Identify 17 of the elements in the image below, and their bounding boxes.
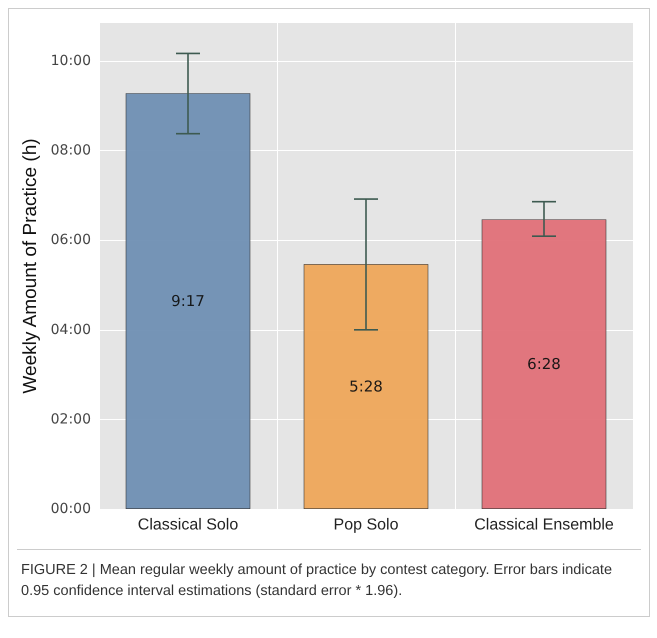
y-tick-label: 00:00 <box>50 501 91 517</box>
bar <box>304 264 428 509</box>
y-axis-title: Weekly Amount of Practice (h) <box>20 138 41 394</box>
y-tick-label: 06:00 <box>50 232 91 248</box>
y-tick-label: 08:00 <box>50 142 91 159</box>
y-tick-label: 02:00 <box>50 411 91 428</box>
data-label: 9:17 <box>171 292 205 310</box>
x-tick-label: Pop Solo <box>334 516 399 534</box>
caption: FIGURE 2 | Mean regular weekly amount of practice by contest category. Error bars indicate 0.95 confidence interval estimations (standard error * 1.96). <box>21 561 614 602</box>
x-tick-label: Classical Solo <box>138 516 238 534</box>
data-label: 6:28 <box>527 355 561 374</box>
y-tick-label: 04:00 <box>50 322 91 338</box>
x-tick-label: Classical Ensemble <box>474 516 614 534</box>
y-tick-label: 10:00 <box>50 53 91 70</box>
data-label: 5:28 <box>349 378 383 396</box>
bar <box>482 219 606 509</box>
bar <box>126 93 250 509</box>
